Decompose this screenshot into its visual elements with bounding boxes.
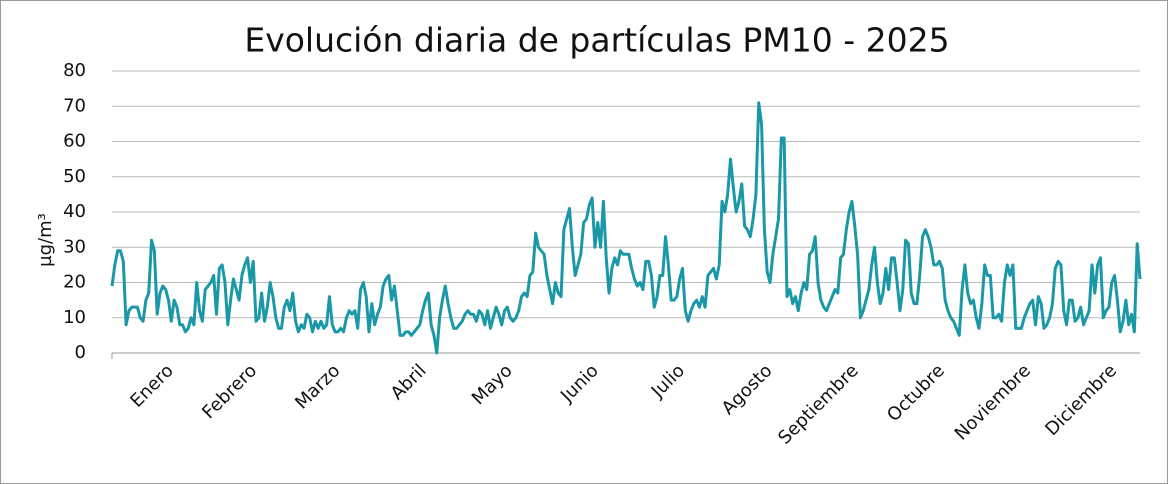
y-tick-label: 80 [63, 60, 86, 81]
chart-title: Evolución diaria de partículas PM10 - 20… [244, 21, 949, 60]
y-axis-label: µg/m³ [35, 213, 56, 267]
y-tick-label: 10 [63, 307, 86, 328]
data-line [110, 101, 1142, 355]
y-tick-label: 20 [63, 272, 86, 293]
y-tick-label: 60 [63, 131, 86, 152]
y-tick-label: 0 [75, 342, 86, 363]
y-tick-label: 40 [63, 201, 86, 222]
y-tick-label: 70 [63, 95, 86, 116]
y-tick-label: 50 [63, 166, 86, 187]
y-tick-label: 30 [63, 236, 86, 257]
